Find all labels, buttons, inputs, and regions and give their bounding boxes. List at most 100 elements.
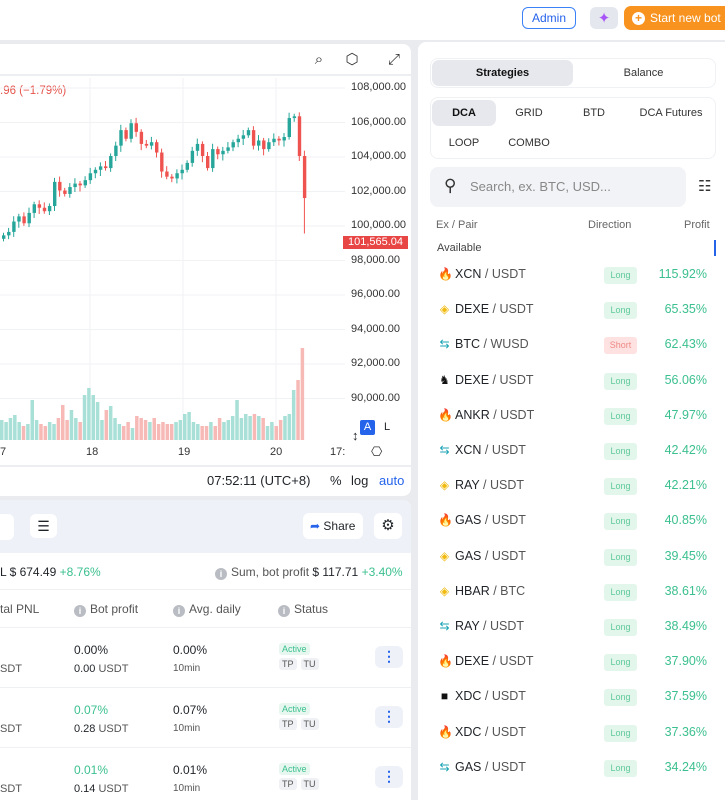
col-profit[interactable]: Profit [684, 219, 710, 231]
strategy-loop[interactable]: LOOP [448, 137, 480, 149]
volume-bar [95, 402, 100, 440]
list-item[interactable]: ◈ GAS / USDT Long 39.45% [418, 540, 725, 575]
list-item[interactable]: 🔥 ANKR / USDT Long 47.97% [418, 399, 725, 434]
strategy-btd[interactable]: BTD [583, 107, 605, 119]
volume-bar [174, 422, 178, 440]
tab-strategies[interactable]: Strategies [432, 60, 573, 86]
tab-balance[interactable]: Balance [623, 67, 664, 79]
more-actions-button[interactable]: ⋮ [375, 766, 403, 788]
strategy-dca-futures[interactable]: DCA Futures [639, 107, 703, 119]
list-item[interactable]: 🔥 XDC / USDT Long 37.36% [418, 716, 725, 751]
candle [58, 181, 62, 191]
col-direction[interactable]: Direction [588, 219, 632, 231]
gear-icon[interactable]: ⚙ [374, 513, 402, 539]
share-button[interactable]: ➦ Share [303, 513, 363, 539]
avg-daily-period: 10min [173, 663, 201, 674]
list-item[interactable]: ♞ DEXE / USDT Long 56.06% [418, 364, 725, 399]
settings-hex-icon[interactable]: ⬡ [345, 51, 359, 68]
pair-search-input[interactable]: Search, ex. BTC, USD... [430, 167, 686, 207]
list-item[interactable]: ⇆ GAS / USDT Long 34.24% [418, 751, 725, 786]
pnl-unit: SDT [0, 663, 22, 675]
list-item[interactable]: 🔥 GAS / USDT Long 40.85% [418, 504, 725, 539]
percent-toggle[interactable]: % [330, 473, 342, 488]
resize-handle-icon[interactable]: ↕ [352, 428, 359, 443]
candle [257, 140, 261, 146]
info-icon[interactable]: i [215, 568, 227, 580]
list-item[interactable]: 🔥 XCN / USDT Long 115.92% [418, 258, 725, 293]
top-bar: Admin ✦ + Start new bot [0, 0, 725, 40]
candle [93, 169, 98, 174]
strategy-combo[interactable]: COMBO [508, 137, 550, 149]
more-actions-button[interactable]: ⋮ [375, 706, 403, 728]
pair-name: DEXE / USDT [455, 654, 534, 669]
table-row[interactable]: SDT 0.00% 0.00 USDT 0.00% 10min Active T… [0, 628, 411, 688]
bot-profit-pct: 0.01% [74, 763, 109, 777]
col-bot-profit[interactable]: i Bot profit [74, 602, 138, 617]
volume-bar [248, 416, 252, 440]
filter-icon[interactable]: ☰ [30, 514, 57, 538]
table-row[interactable]: SDT 0.07% 0.28 USDT 0.07% 10min Active T… [0, 688, 411, 748]
candle [302, 156, 307, 199]
pair-name: HBAR / BTC [455, 583, 526, 598]
sum-bot-profit-label: Sum, bot profit [231, 565, 310, 579]
list-item[interactable]: ◈ DEXE / USDT Long 65.35% [418, 293, 725, 328]
direction-badge: Long [604, 689, 637, 707]
zoom-lightning-icon[interactable]: ⌕ [314, 51, 324, 68]
list-item[interactable]: ⇆ BTC / WUSD Short 62.43% [418, 328, 725, 363]
candle [12, 221, 16, 232]
strategy-dca[interactable]: DCA [432, 100, 496, 126]
avg-daily-pct: 0.07% [173, 703, 208, 717]
candle [22, 216, 26, 224]
axis-settings-icon[interactable]: ⎔ [371, 444, 383, 459]
list-item[interactable]: ⇆ RAY / USDT Long 38.49% [418, 610, 725, 645]
ai-assistant-button[interactable]: ✦ [590, 7, 618, 29]
profit-value: 65.35% [664, 302, 707, 317]
list-item[interactable]: 🔥 DEXE / USDT Long 37.90% [418, 645, 725, 680]
candle [7, 231, 11, 236]
share-icon: ➦ [310, 519, 321, 533]
volume-bar [252, 414, 257, 440]
candle [211, 149, 215, 169]
admin-button[interactable]: Admin [522, 7, 576, 29]
col-total-pnl[interactable]: tal PNL [0, 602, 40, 616]
start-new-bot-label: Start new bot [650, 11, 721, 25]
col-status[interactable]: i Status [278, 602, 328, 617]
volume-bar [191, 422, 196, 440]
col-avg-daily[interactable]: i Avg. daily [173, 602, 241, 617]
avg-daily-period: 10min [173, 783, 201, 794]
direction-badge: Long [604, 478, 637, 496]
auto-toggle[interactable]: auto [379, 473, 405, 488]
candle [267, 142, 271, 150]
candle [47, 206, 52, 212]
scrollbar[interactable] [714, 240, 716, 256]
col-pair[interactable]: Ex / Pair [436, 219, 478, 231]
list-item[interactable]: ◈ RAY / USDT Long 42.21% [418, 469, 725, 504]
status-tags: TP TU [279, 658, 323, 670]
profit-value: 62.43% [664, 337, 707, 352]
strategy-grid[interactable]: GRID [515, 107, 543, 119]
volume-bar [152, 418, 156, 440]
filter-sliders-icon[interactable]: ☷ [698, 178, 712, 195]
candle [109, 156, 113, 169]
volume-bar [91, 395, 95, 440]
candlestick-plot[interactable] [0, 44, 345, 444]
candle [114, 145, 118, 156]
x-tick: 17: [330, 446, 346, 458]
table-row[interactable]: SDT 0.01% 0.14 USDT 0.01% 10min Active T… [0, 748, 411, 800]
total-pnl-pct: +8.76% [59, 565, 101, 579]
volume-bar [300, 348, 305, 440]
list-item[interactable]: ◈ HBAR / BTC Long 38.61% [418, 575, 725, 610]
info-icon: i [278, 605, 290, 617]
candle [165, 171, 169, 177]
lock-scale-button[interactable]: L [384, 421, 391, 433]
sum-bot-profit-value: $ 117.71 [312, 565, 359, 579]
auto-scale-button[interactable]: A [360, 420, 375, 435]
list-item[interactable]: ⇆ XCN / USDT Long 42.42% [418, 434, 725, 469]
list-item[interactable]: ■ XDC / USDT Long 37.59% [418, 680, 725, 715]
volume-bar [87, 388, 91, 440]
start-new-bot-button[interactable]: + Start new bot [624, 6, 725, 30]
more-actions-button[interactable]: ⋮ [375, 646, 403, 668]
search-field[interactable] [0, 514, 14, 540]
log-toggle[interactable]: log [351, 473, 369, 488]
fullscreen-icon[interactable]: ⤢ [387, 51, 400, 68]
